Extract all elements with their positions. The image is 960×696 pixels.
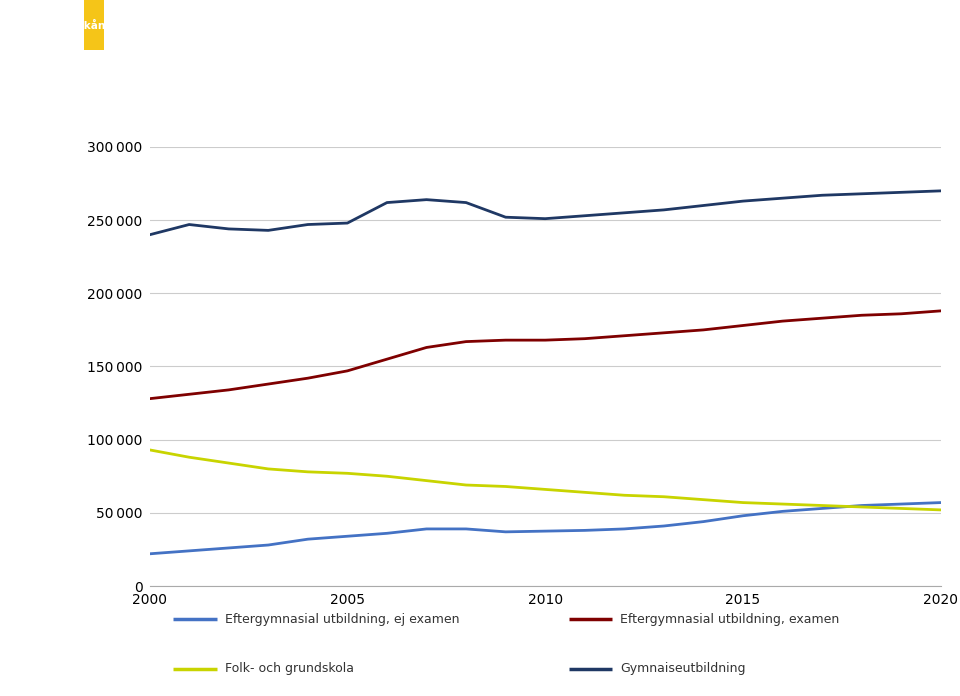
Text: Figur 34. Förvärvsarbetande 2000-2009 samt beräknad efterfrågan på
arbetskraft 2: Figur 34. Förvärvsarbetande 2000-2009 sa…	[156, 72, 696, 114]
Text: Utbildnings- och arbetsmarknadsprognos för Skåne – med sikte på 2020: Utbildnings- och arbetsmarknadsprognos f…	[150, 15, 880, 35]
Text: Eftergymnasial utbildning, examen: Eftergymnasial utbildning, examen	[620, 612, 840, 626]
Text: Folk- och grundskola: Folk- och grundskola	[225, 662, 354, 675]
Bar	[84, 0, 104, 50]
Text: Eftergymnasial utbildning, ej examen: Eftergymnasial utbildning, ej examen	[225, 612, 459, 626]
Text: Gymnaiseutbildning: Gymnaiseutbildning	[620, 662, 746, 675]
Text: Näringsliv Skåne: Näringsliv Skåne	[12, 19, 112, 31]
